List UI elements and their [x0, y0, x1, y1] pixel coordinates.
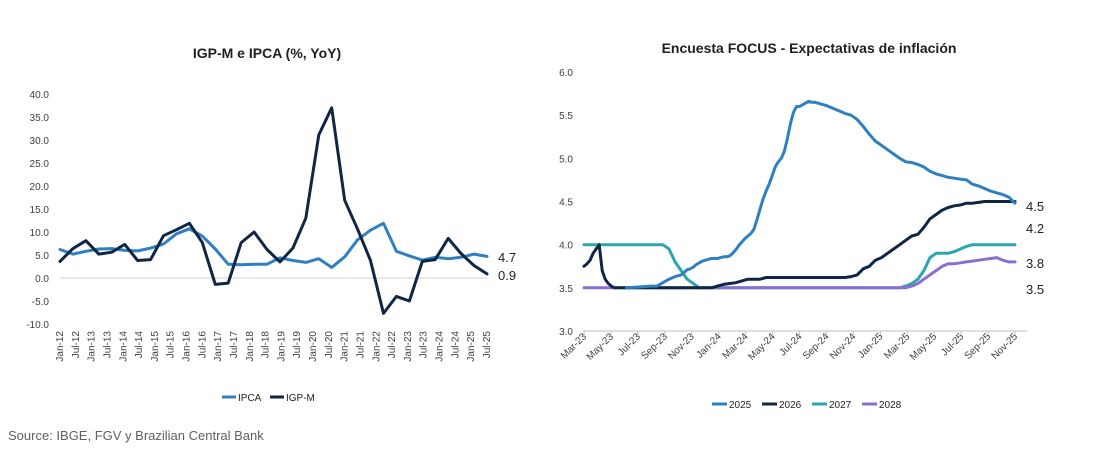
left-x-tick-label: Jul-24: [450, 331, 461, 359]
right-x-tick-label: Jan-25: [856, 331, 886, 361]
left-x-axis: Jan-12 Jul-12 Jan-13 Jul-13 Jan-14 Jul-14 Jan-…: [55, 331, 493, 362]
right-x-tick-label: May-25: [908, 331, 940, 363]
source-note: Source: IBGE, FGV y Brazilian Central Ba…: [8, 428, 264, 443]
left-x-tick-label: Jul-17: [229, 331, 240, 359]
left-x-tick-label: Jul-25: [482, 331, 493, 359]
left-x-tick-label: Jan-13: [87, 331, 98, 362]
left-series-line-igpm: [58, 106, 489, 315]
ipca-end-label: 4.7: [498, 250, 516, 265]
right-x-tick-label: May-23: [585, 331, 617, 363]
left-x-tick-label: Jul-20: [324, 331, 335, 359]
right-x-tick-label: Nov-25: [990, 331, 1021, 362]
left-x-tick-label: Jul-23: [419, 331, 430, 359]
right-chart: Encuesta FOCUS - Expectativas de inflaci…: [559, 40, 1044, 411]
left-x-tick-label: Jan-20: [308, 331, 319, 362]
left-y-tick-label: 5.0: [35, 251, 49, 262]
left-x-tick-label: Jan-24: [435, 331, 446, 362]
left-legend: IPCA IGP-M: [222, 393, 315, 404]
series-2028-end-label: 3.5: [1026, 282, 1044, 297]
series-2025-end-label: 4.5: [1026, 199, 1044, 214]
left-y-tick-label: 35.0: [30, 113, 50, 124]
right-y-tick-label: 3.0: [559, 327, 573, 338]
right-series-lines: [582, 99, 1017, 290]
right-chart-title: Encuesta FOCUS - Expectativas de inflaci…: [662, 40, 957, 56]
right-x-tick-label: Sep-23: [639, 331, 670, 362]
legend-2028-label: 2028: [879, 400, 902, 411]
left-x-tick-label: Jan-15: [150, 331, 161, 362]
left-y-tick-label: 40.0: [30, 90, 50, 101]
left-y-tick-label: 10.0: [30, 228, 50, 239]
left-y-tick-label: 20.0: [30, 182, 50, 193]
igpm-legend-label: IGP-M: [286, 393, 315, 404]
left-x-tick-label: Jul-15: [166, 331, 177, 359]
left-x-tick-label: Jan-19: [276, 331, 287, 362]
left-x-tick-label: Jul-18: [261, 331, 272, 359]
left-x-tick-label: Jan-22: [371, 331, 382, 362]
left-y-tick-label: -5.0: [32, 297, 50, 308]
left-x-tick-label: Jan-14: [118, 331, 129, 362]
right-x-tick-label: Jan-24: [694, 331, 724, 361]
left-series-lines: [58, 106, 489, 315]
left-y-tick-label: 25.0: [30, 159, 50, 170]
right-y-tick-label: 3.5: [559, 284, 573, 295]
legend-2026-label: 2026: [779, 400, 802, 411]
series-2027-end-label: 3.8: [1026, 256, 1044, 271]
left-x-tick-label: Jan-23: [403, 331, 414, 362]
left-x-tick-label: Jul-13: [102, 331, 113, 359]
right-x-tick-label: Sep-25: [963, 331, 994, 362]
right-y-tick-label: 4.5: [559, 198, 573, 209]
right-series-line-2025: [625, 99, 1017, 290]
left-chart-title: IGP-M e IPCA (%, YoY): [193, 45, 341, 61]
left-x-tick-label: Jan-16: [182, 331, 193, 362]
right-x-tick-label: Mar-25: [882, 331, 912, 361]
right-x-tick-label: Mar-24: [721, 331, 751, 361]
left-x-tick-label: Jan-17: [213, 331, 224, 362]
left-x-tick-label: Jul-14: [134, 331, 145, 359]
left-y-axis: 40.0 35.0 30.0 25.0 20.0 15.0 10.0 5.0 0.0 -5.0 -1…: [26, 90, 49, 331]
legend-2027-label: 2027: [829, 400, 852, 411]
left-x-tick-label: Jan-18: [245, 331, 256, 362]
left-y-tick-label: 15.0: [30, 205, 50, 216]
right-y-axis: 6.0 5.5 5.0 4.5 4.0 3.5 3.0: [559, 68, 573, 338]
right-series-line-2027: [582, 243, 1017, 290]
left-y-tick-label: 0.0: [35, 274, 49, 285]
left-x-tick-label: Jul-12: [71, 331, 82, 359]
series-2026-end-label: 4.2: [1026, 221, 1044, 236]
left-x-tick-label: Jul-16: [197, 331, 208, 359]
igpm-end-label: 0.9: [498, 268, 516, 283]
left-x-tick-label: Jul-21: [355, 331, 366, 359]
left-y-tick-label: 30.0: [30, 136, 50, 147]
right-legend: 2025 2026 2027 2028: [712, 400, 902, 411]
right-y-tick-label: 5.5: [559, 111, 573, 122]
left-chart: IGP-M e IPCA (%, YoY) 40.0 35.0 30.0 25.0 20…: [26, 45, 516, 404]
legend-2025-label: 2025: [729, 400, 752, 411]
left-y-tick-label: -10.0: [26, 320, 49, 331]
right-x-tick-label: Nov-23: [666, 331, 697, 362]
left-x-tick-label: Jul-19: [292, 331, 303, 359]
right-y-tick-label: 6.0: [559, 68, 573, 79]
right-x-tick-label: May-24: [746, 331, 778, 363]
right-y-tick-label: 4.0: [559, 241, 573, 252]
right-series-line-2028: [582, 256, 1017, 290]
left-x-tick-label: Jan-21: [340, 331, 351, 362]
right-y-tick-label: 5.0: [559, 154, 573, 165]
left-x-tick-label: Jan-12: [55, 331, 66, 362]
right-x-tick-label: Nov-24: [828, 331, 859, 362]
left-x-tick-label: Jul-22: [387, 331, 398, 359]
ipca-legend-label: IPCA: [238, 393, 262, 404]
left-x-tick-label: Jan-25: [466, 331, 477, 362]
right-x-tick-label: Sep-24: [801, 331, 832, 362]
